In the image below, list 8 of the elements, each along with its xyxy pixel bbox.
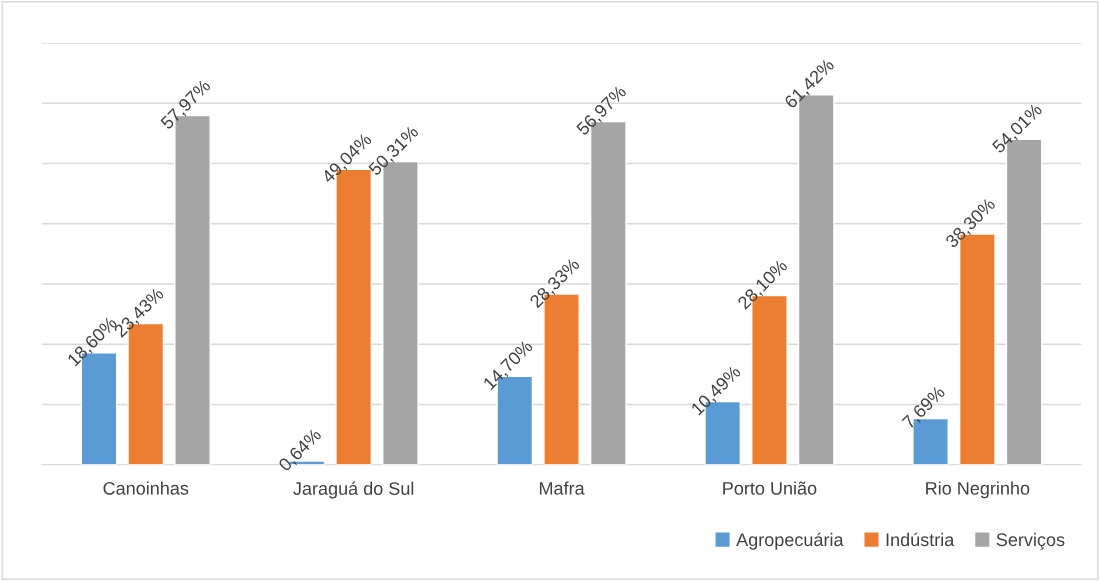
legend-label: Agropecuária (736, 532, 844, 550)
x-tick-label: Porto União (723, 481, 817, 495)
x-tick-label: Jaraguá do Sul (293, 481, 414, 499)
x-tick-label: Rio Negrinho (926, 481, 1030, 499)
x-tick-label: Mafra (539, 481, 585, 495)
legend-label: Serviços (996, 532, 1065, 550)
x-tick-label: Canoinhas (103, 481, 189, 495)
legend-label: Indústria (886, 532, 955, 547)
